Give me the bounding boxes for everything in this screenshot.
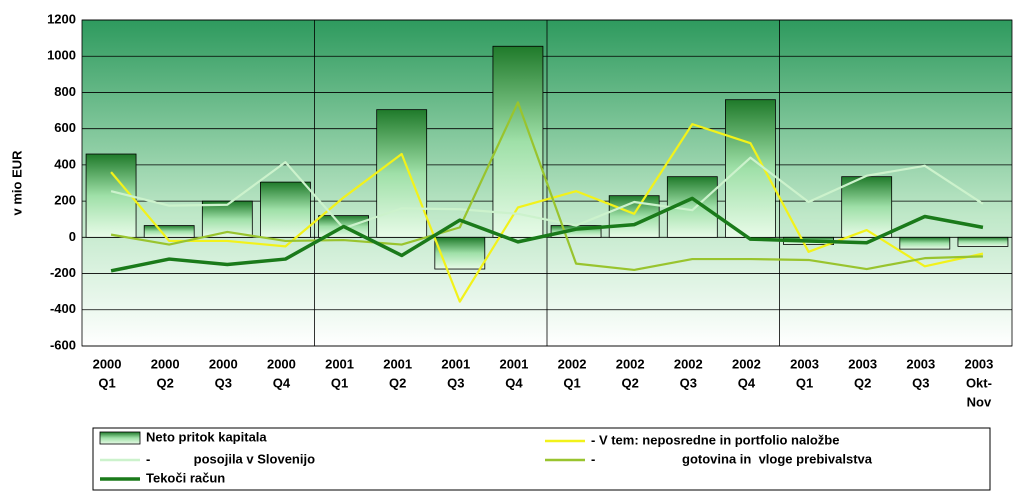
x-tick-label: 2003	[906, 356, 935, 371]
x-tick-label: Q1	[331, 375, 348, 390]
y-axis-label: v mio EUR	[9, 150, 24, 216]
x-tick-label: Q4	[505, 375, 523, 390]
x-tick-label: Q2	[854, 375, 871, 390]
bar	[841, 176, 893, 238]
y-tick-label: 200	[54, 193, 76, 208]
x-tick-label: Q3	[680, 375, 697, 390]
x-tick-label: 2003	[964, 356, 993, 371]
legend-label: Neto pritok kapitala	[146, 429, 267, 444]
x-tick-label: 2000	[267, 356, 296, 371]
x-tick-label: Q3	[912, 375, 929, 390]
line	[110, 156, 984, 230]
line	[110, 101, 983, 272]
plot-border	[81, 19, 1013, 347]
y-tick-label: -200	[50, 265, 76, 280]
x-tick-label: Q2	[389, 375, 406, 390]
x-tick-label: 2002	[558, 356, 587, 371]
bar	[492, 45, 544, 238]
y-tick-label: -600	[50, 337, 76, 352]
x-tick-label: Q3	[447, 375, 464, 390]
y-tick-label: 1200	[47, 11, 76, 26]
x-tick-label: 2003	[848, 356, 877, 371]
legend	[92, 427, 991, 491]
x-tick-label: Q4	[273, 375, 291, 390]
x-tick-label: 2001	[499, 356, 528, 371]
bar	[201, 200, 253, 238]
x-tick-label: Q1	[98, 375, 115, 390]
x-tick-label: Q3	[215, 375, 232, 390]
x-tick-label: Okt-	[966, 375, 992, 390]
x-tick-label: 2000	[209, 356, 238, 371]
y-tick-label: 0	[69, 229, 76, 244]
legend-label: - posojila v Slovenijo	[146, 451, 315, 466]
bar	[957, 236, 1009, 247]
bar	[143, 225, 195, 238]
legend-label: - V tem: neposredne in portfolio naložbe	[591, 432, 839, 447]
y-tick-label: 400	[54, 156, 76, 171]
y-tick-label: 600	[54, 120, 76, 135]
bar	[434, 236, 486, 270]
legend-swatch	[99, 431, 141, 445]
bar	[260, 181, 311, 238]
x-tick-label: Q1	[563, 375, 580, 390]
y-tick-label: 800	[54, 84, 76, 99]
line	[110, 196, 984, 273]
legend-label: - gotovina in vloge prebivalstva	[591, 451, 873, 466]
x-tick-label: 2001	[441, 356, 470, 371]
x-tick-label: 2002	[732, 356, 761, 371]
x-tick-label: 2001	[325, 356, 354, 371]
x-tick-label: 2002	[616, 356, 645, 371]
y-tick-label: 1000	[47, 48, 76, 63]
x-tick-label: Q2	[157, 375, 174, 390]
x-tick-label: 2001	[383, 356, 412, 371]
x-tick-label: Q1	[796, 375, 813, 390]
bar	[376, 109, 428, 238]
x-tick-label: Nov	[967, 394, 992, 409]
x-tick-label: 2000	[151, 356, 180, 371]
bar	[725, 99, 776, 238]
x-tick-label: 2003	[790, 356, 819, 371]
bar	[899, 236, 951, 250]
x-tick-label: 2000	[93, 356, 122, 371]
x-tick-label: Q2	[622, 375, 639, 390]
y-tick-label: -400	[50, 301, 76, 316]
x-tick-label: Q4	[738, 375, 756, 390]
x-tick-label: 2002	[674, 356, 703, 371]
legend-label: Tekoči račun	[146, 470, 225, 485]
